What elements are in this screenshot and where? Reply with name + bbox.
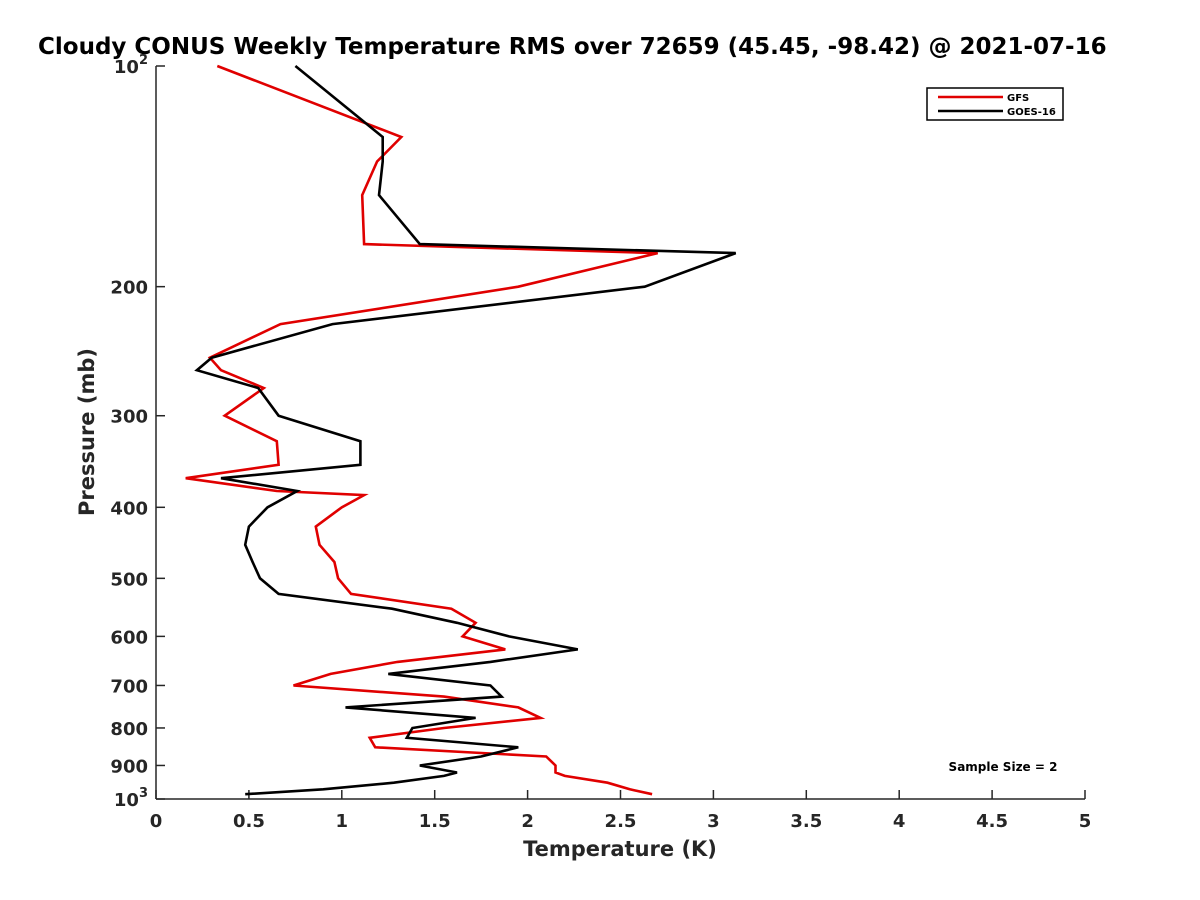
x-tick-label: 1.5 bbox=[419, 811, 451, 832]
y-tick-label: 200 bbox=[110, 278, 148, 299]
x-tick-label: 1 bbox=[336, 811, 349, 832]
y-tick-label-base: 600 bbox=[110, 627, 148, 648]
x-tick-label: 2.5 bbox=[605, 811, 637, 832]
legend-entry: GFS bbox=[1007, 93, 1029, 104]
y-tick-label-base: 200 bbox=[110, 278, 148, 299]
y-tick-label-base: 500 bbox=[110, 569, 148, 590]
legend-entry: GOES-16 bbox=[1007, 107, 1056, 118]
series-line-gfs bbox=[185, 64, 659, 796]
series-line-goes-16 bbox=[194, 64, 737, 796]
y-tick-label: 102 bbox=[114, 53, 148, 78]
y-tick-label-base: 900 bbox=[110, 756, 148, 777]
axes: 0 0.5 1 1.5 2 2.5 3 3.5 4 4.5 51022003004005006007… bbox=[110, 53, 1091, 832]
x-tick-label: 0 bbox=[150, 811, 163, 832]
x-tick-label: 0.5 bbox=[233, 811, 265, 832]
y-tick-label: 400 bbox=[110, 498, 148, 519]
legend: GFS GOES-16 bbox=[926, 87, 1064, 121]
y-tick-label-base: 400 bbox=[110, 498, 148, 519]
y-tick-label-base: 300 bbox=[110, 407, 148, 428]
x-tick-label: 4.5 bbox=[976, 811, 1008, 832]
sample-size-annotation: Sample Size = 2 bbox=[949, 760, 1058, 774]
y-tick-label: 300 bbox=[110, 407, 148, 428]
x-axis-label: Temperature (K) bbox=[523, 837, 717, 861]
y-tick-label: 900 bbox=[110, 756, 148, 777]
y-tick-label-base: 10 bbox=[114, 790, 139, 811]
x-tick-label: 5 bbox=[1079, 811, 1092, 832]
x-tick-label: 3 bbox=[707, 811, 720, 832]
x-tick-label: 4 bbox=[893, 811, 906, 832]
y-tick-label-base: 700 bbox=[110, 676, 148, 697]
series-lines bbox=[185, 64, 737, 796]
y-tick-label: 500 bbox=[110, 569, 148, 590]
y-tick-label-base: 800 bbox=[110, 719, 148, 740]
x-tick-label: 3.5 bbox=[790, 811, 822, 832]
legend-box bbox=[926, 87, 1064, 121]
y-axis-label: Pressure (mb) bbox=[75, 348, 99, 516]
y-tick-label-exponent: 2 bbox=[139, 53, 148, 68]
y-tick-label: 103 bbox=[114, 786, 148, 811]
y-tick-label-exponent: 3 bbox=[139, 786, 148, 801]
y-tick-label: 800 bbox=[110, 719, 148, 740]
y-tick-label-base: 10 bbox=[114, 57, 139, 78]
y-tick-label: 700 bbox=[110, 676, 148, 697]
y-tick-label: 600 bbox=[110, 627, 148, 648]
x-tick-label: 2 bbox=[521, 811, 534, 832]
chart-title: Cloudy CONUS Weekly Temperature RMS over… bbox=[38, 34, 1107, 60]
